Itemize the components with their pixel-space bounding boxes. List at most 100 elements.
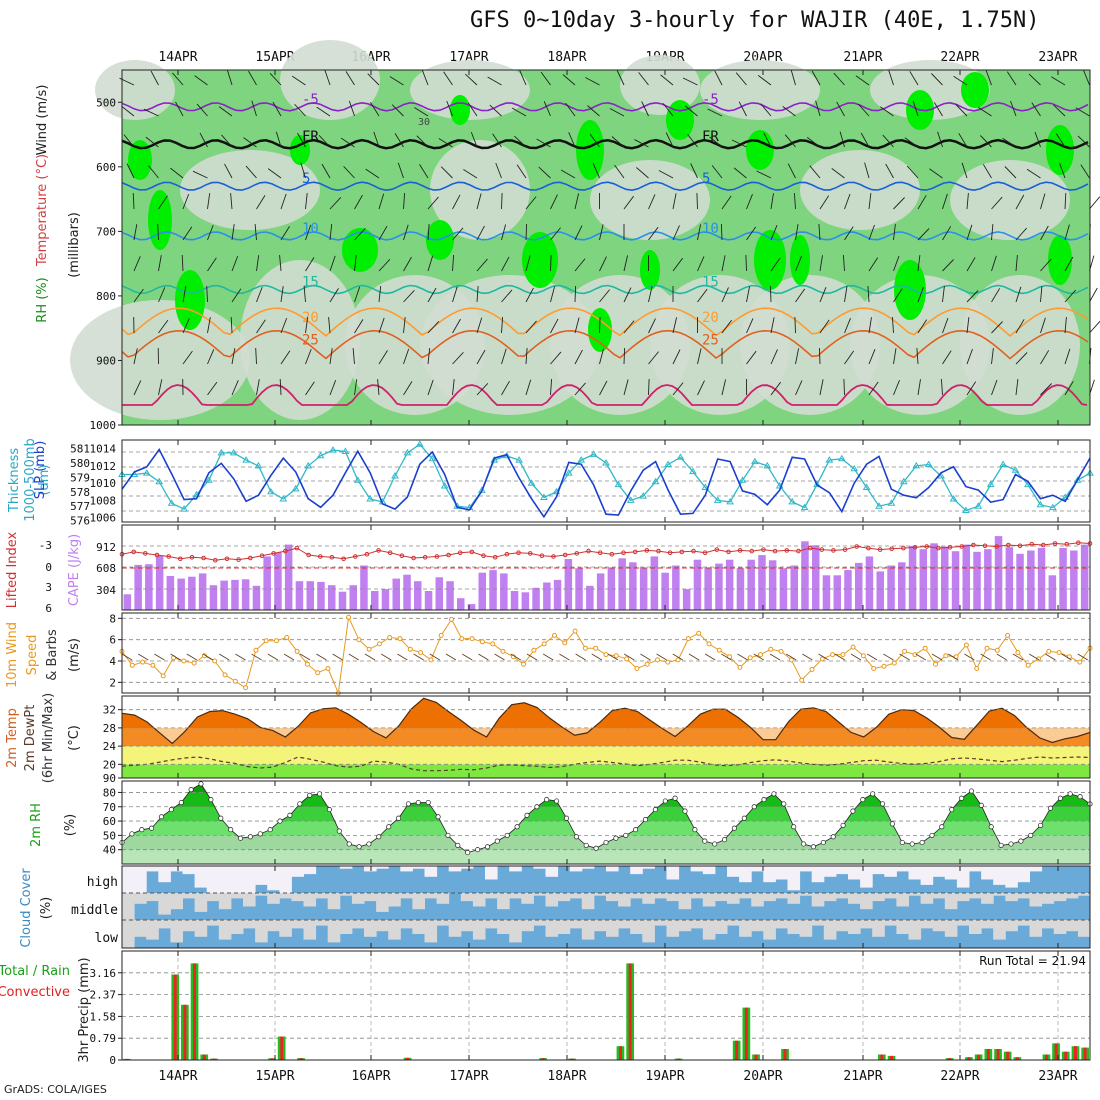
wind-barb — [733, 167, 747, 179]
cloud-cell-middle — [848, 893, 861, 904]
wind-barb — [842, 254, 845, 272]
wind-barb-10m — [218, 653, 230, 661]
wind-barb — [452, 351, 464, 365]
cloud-cell-low — [727, 920, 740, 926]
wind-barb — [329, 288, 339, 303]
wind-barb — [501, 224, 507, 241]
wind-speed-point — [490, 641, 496, 647]
cloud-cell-high — [122, 866, 135, 893]
wind-barb — [746, 286, 751, 303]
thickness-point — [626, 496, 635, 503]
wind-barb — [440, 166, 453, 179]
cloud-cell-middle — [1077, 893, 1091, 896]
cloud-cell-middle — [1065, 893, 1079, 899]
lifted-index-point — [982, 543, 988, 549]
wind-barb — [279, 378, 282, 396]
cape-bar — [231, 579, 239, 610]
rh-point — [1057, 795, 1063, 801]
wind-barb — [790, 69, 796, 86]
cloud-cell-low — [412, 920, 425, 934]
cloud-cell-high — [1029, 866, 1043, 872]
precip-convective-bar — [1074, 1046, 1077, 1060]
wind-barb — [648, 318, 656, 334]
wind-barb-10m — [461, 653, 473, 661]
cape-bar — [682, 589, 691, 610]
lifted-index-point — [446, 552, 451, 558]
cloud-cell-middle — [388, 893, 401, 907]
lifted-tick-label: 6 — [45, 602, 52, 615]
thickness-point — [254, 461, 263, 469]
cloud-cell-low — [170, 920, 183, 943]
thickness-point — [527, 479, 536, 486]
rh-point — [880, 801, 886, 807]
lifted-index-point — [131, 549, 136, 555]
lifted-index-point — [1017, 543, 1023, 549]
cloud-cell-low — [400, 920, 413, 929]
wind-barb-10m — [769, 653, 781, 661]
cape-bar — [145, 564, 153, 610]
wind-barb-10m — [818, 653, 829, 661]
wind-barb — [966, 317, 970, 334]
lifted-axis-label: Lifted Index — [5, 531, 20, 608]
wind-barb — [904, 137, 919, 148]
wind-barb — [476, 193, 482, 210]
temp-contour-label: FR — [302, 129, 319, 145]
wind-barb — [525, 196, 537, 210]
wind-barb — [452, 379, 455, 396]
wind-barb — [819, 319, 830, 334]
rh-point — [662, 798, 668, 804]
wind-barb — [452, 286, 458, 303]
rh-point — [583, 842, 589, 848]
wind-barb — [354, 286, 361, 303]
wind-barb — [329, 196, 342, 210]
cape-bar — [1059, 547, 1067, 610]
cloud-cell-low — [521, 920, 534, 932]
wind-speed-point — [850, 644, 856, 650]
temp-tick-label: 24 — [103, 740, 117, 753]
wind-barb — [1064, 192, 1067, 210]
cloud-cell-low — [1041, 920, 1055, 929]
lifted-index-point — [784, 548, 790, 553]
wind-barb — [340, 137, 355, 148]
wind-barb — [839, 131, 845, 148]
rh-point — [544, 797, 550, 803]
wind-speed-point — [438, 632, 444, 638]
wind-barb — [354, 379, 358, 396]
wind-barb — [256, 195, 266, 210]
cape-bar — [801, 541, 809, 610]
cape-bar — [198, 573, 207, 610]
wind-barb — [697, 380, 705, 396]
wind-barb — [746, 318, 754, 334]
cape-bar — [521, 592, 530, 610]
wind-barb — [352, 348, 355, 365]
cloud-cell-low — [835, 920, 849, 932]
wind-barb — [711, 165, 723, 179]
rh-tick-label: 40 — [103, 844, 116, 857]
wind-barb — [574, 349, 583, 365]
lifted-index-point — [516, 550, 521, 556]
wind-speed-point — [232, 678, 238, 684]
cloud-cell-middle — [521, 893, 534, 904]
wind-barb — [1040, 383, 1052, 396]
cape-bar — [252, 585, 261, 610]
cloud-cell-high — [932, 866, 946, 877]
wind-speed-point — [531, 647, 537, 653]
cloud-cell-low — [230, 920, 244, 934]
wind-barb — [933, 102, 943, 117]
chart-title: GFS 0~10day 3-hourly for WAJIR (40E, 1.7… — [470, 8, 1040, 33]
wind-barb — [888, 69, 894, 86]
thickness-point — [875, 502, 883, 509]
wind-barb — [133, 380, 142, 396]
rh-point — [1008, 841, 1014, 847]
lifted-index-point — [492, 555, 498, 560]
thickness-tick-label: 578 — [70, 486, 90, 499]
wind-barb — [770, 317, 775, 334]
cape-bar — [704, 567, 712, 610]
wind-barb — [991, 255, 997, 272]
wind-barb — [452, 227, 464, 241]
cape-bar — [919, 549, 927, 610]
wind-barb — [1028, 73, 1041, 86]
wind-barb — [452, 318, 461, 334]
wind-barb — [525, 347, 528, 365]
cloud-cell-low — [569, 920, 583, 929]
